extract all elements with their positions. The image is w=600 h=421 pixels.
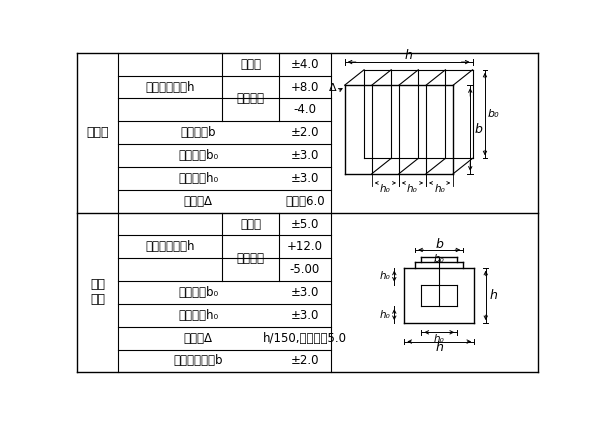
Text: h₀: h₀: [434, 184, 445, 194]
Text: b₀: b₀: [434, 254, 445, 264]
Text: h/150,且不大于5.0: h/150,且不大于5.0: [263, 332, 347, 345]
Text: 箱形截面尺寸b: 箱形截面尺寸b: [173, 354, 223, 368]
Text: -5.00: -5.00: [290, 263, 320, 276]
Text: 连接处: 连接处: [240, 58, 261, 71]
Text: h₀: h₀: [407, 184, 418, 194]
Text: 翼板宽度b: 翼板宽度b: [181, 126, 216, 139]
Text: Δ: Δ: [328, 83, 336, 93]
Text: h₀: h₀: [434, 333, 445, 344]
Text: 连接处: 连接处: [240, 218, 261, 231]
Text: -4.0: -4.0: [293, 104, 316, 116]
Text: h: h: [436, 341, 443, 354]
Text: 三箱体: 三箱体: [86, 126, 109, 139]
Text: 非连接处: 非连接处: [236, 252, 265, 265]
Text: 非连接处: 非连接处: [236, 92, 265, 105]
Text: b: b: [474, 123, 482, 136]
Text: h₀: h₀: [380, 309, 391, 320]
Text: 翼板间距h₀: 翼板间距h₀: [178, 172, 218, 185]
Text: h₀: h₀: [380, 184, 391, 194]
Text: h₀: h₀: [380, 271, 391, 281]
Text: 箱形截面尺寸h: 箱形截面尺寸h: [145, 80, 194, 93]
Text: ±3.0: ±3.0: [290, 286, 319, 299]
Text: 特殊
箱体: 特殊 箱体: [90, 279, 105, 306]
Text: +12.0: +12.0: [287, 240, 323, 253]
Text: 翼板间距b₀: 翼板间距b₀: [178, 286, 218, 299]
Text: ±2.0: ±2.0: [290, 126, 319, 139]
Text: h: h: [404, 49, 413, 62]
Text: ±5.0: ±5.0: [290, 218, 319, 231]
Text: ±2.0: ±2.0: [290, 354, 319, 368]
Text: h: h: [490, 289, 497, 302]
Text: +8.0: +8.0: [290, 80, 319, 93]
Text: 垂直度Δ: 垂直度Δ: [184, 332, 213, 345]
Text: ±4.0: ±4.0: [290, 58, 319, 71]
Text: 箱形截面尺寸h: 箱形截面尺寸h: [145, 240, 194, 253]
Text: 垂直度Δ: 垂直度Δ: [184, 195, 213, 208]
Text: 不大于6.0: 不大于6.0: [285, 195, 325, 208]
Text: 腹板间距b₀: 腹板间距b₀: [178, 149, 218, 162]
Text: ±3.0: ±3.0: [290, 309, 319, 322]
Text: ±3.0: ±3.0: [290, 149, 319, 162]
Text: b₀: b₀: [488, 109, 499, 119]
Text: b: b: [436, 238, 443, 251]
Text: 翼板间距h₀: 翼板间距h₀: [178, 309, 218, 322]
Text: ±3.0: ±3.0: [290, 172, 319, 185]
